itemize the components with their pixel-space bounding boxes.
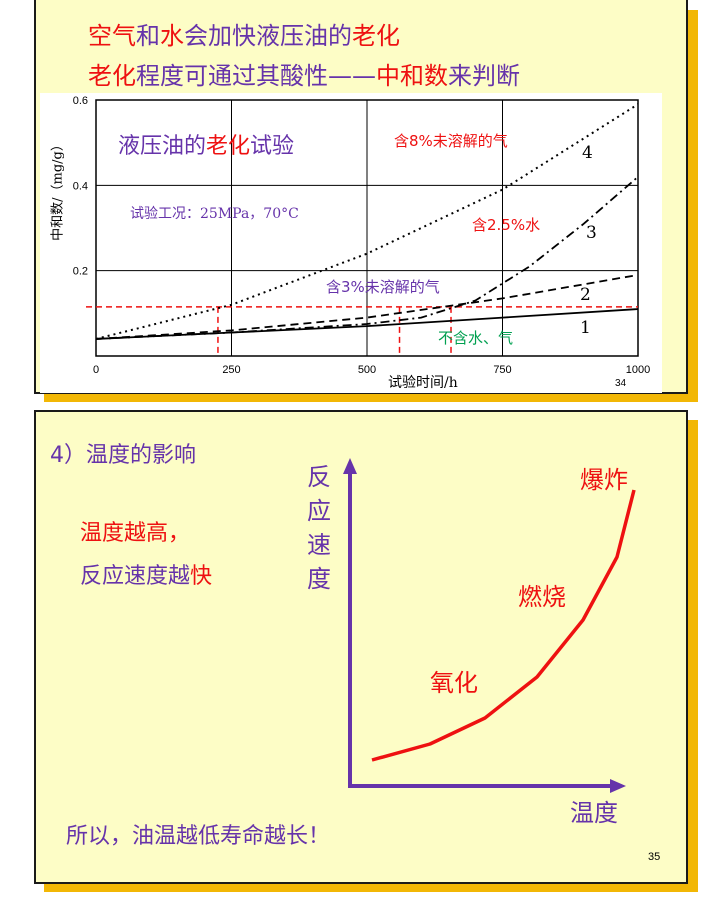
series-label-4: 含8%未溶解的气 (394, 132, 508, 150)
y-axis-label-char: 反 (307, 463, 331, 491)
slide1-title-line1: 空气和水会加快液压油的老化 (88, 16, 400, 51)
y-axis-arrow (343, 458, 357, 474)
y-tick-label: 0.2 (73, 266, 88, 278)
y-axis-label: 反应速度 (304, 460, 334, 596)
title2-part: 中和数 (376, 62, 448, 90)
x-axis-label: 温度 (570, 799, 618, 827)
series-number-3: 3 (586, 223, 597, 243)
plot-frame (95, 99, 639, 357)
y-tick-label: 0.4 (73, 180, 88, 192)
label-explosion: 爆炸 (580, 466, 628, 494)
slide2-conclusion: 所以，油温越低寿命越长！ (66, 824, 331, 849)
slide2-page-number: 35 (648, 851, 661, 863)
label-burning: 燃烧 (518, 583, 566, 611)
y-axis-label-char: 应 (307, 497, 331, 525)
inner-title-part: 试验 (250, 134, 295, 159)
title2-part: 来判断 (448, 62, 520, 90)
y-axis-label-char: 度 (307, 565, 331, 593)
title1-part: 会加快液压油的 (184, 22, 352, 50)
title1-part: 空气 (88, 22, 136, 50)
x-tick-label: 0 (93, 364, 99, 376)
x-tick-label: 750 (493, 364, 511, 376)
slide2-line2-part: 快 (190, 564, 213, 589)
series-number-1: 1 (580, 318, 591, 338)
series-number-4: 4 (582, 143, 593, 163)
reaction-curve (371, 489, 636, 762)
title2-part: 老化 (88, 62, 136, 90)
series-line-3 (95, 176, 639, 340)
slide2-heading: 4）温度的影响 (50, 443, 196, 468)
series-label-3: 含2.5%水 (472, 216, 540, 234)
slide-2 (34, 410, 688, 884)
aging-chart: 0 250 500 750 1000 0.2 0.4 0.6 1 2 3 4 不含水、气 含3%未溶解的气… (73, 95, 651, 376)
slide1-title-line2: 老化程度可通过其酸性——中和数来判断 (88, 56, 520, 91)
inner-title-part: 老化 (206, 134, 251, 159)
title2-part: 程度可通过其酸性—— (136, 62, 376, 90)
chart-inner-title: 液压油的老化试验 (118, 128, 294, 160)
chart-condition-text: 试验工况：25MPa，70°C (130, 206, 299, 222)
series-label-2: 含3%未溶解的气 (326, 278, 440, 296)
title1-part: 老化 (352, 22, 400, 50)
slide2-text-line1: 温度越高， (80, 521, 191, 546)
y-tick-label: 0.6 (73, 95, 88, 107)
x-tick-label: 500 (358, 364, 376, 376)
x-tick-label: 250 (222, 364, 240, 376)
series-line-4 (95, 103, 639, 340)
series-label-1: 不含水、气 (438, 329, 513, 347)
slide2-line2-part: 反应速度越 (80, 564, 191, 589)
y-axis-label-char: 速 (307, 531, 331, 559)
slide2-text-line2: 反应速度越快 (80, 558, 212, 590)
x-tick-label: 1000 (626, 364, 650, 376)
title1-part: 水 (160, 22, 184, 50)
chart-xlabel: 试验时间/h (388, 375, 458, 391)
label-oxidation: 氧化 (430, 669, 478, 697)
slide1-page-number: 34 (615, 378, 627, 389)
series-number-2: 2 (580, 285, 591, 305)
inner-title-part: 液压油的 (118, 134, 207, 159)
x-axis-arrow (610, 779, 626, 793)
title1-part: 和 (136, 22, 160, 50)
